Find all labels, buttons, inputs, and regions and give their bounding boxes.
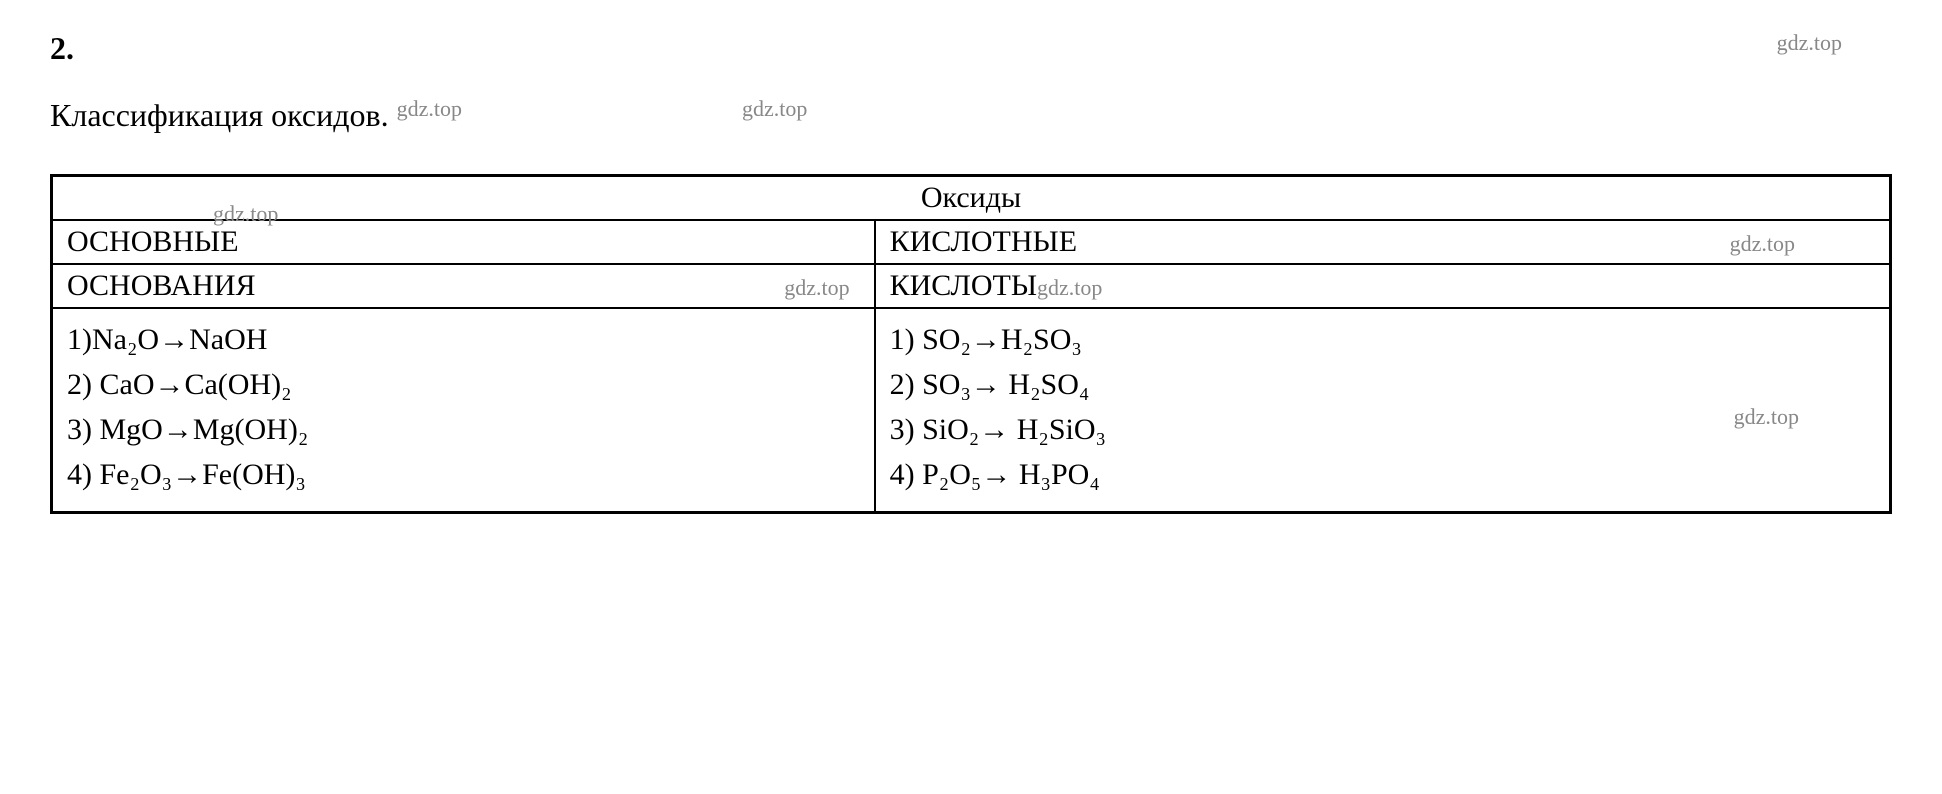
watermark-right-data: gdz.top	[1734, 400, 1799, 433]
subtitle-row: Классификация оксидов. gdz.top gdz.top	[50, 97, 1892, 134]
right-subheader-text: КИСЛОТЫ	[890, 269, 1037, 302]
watermark-right-subheader: gdz.top	[1037, 275, 1102, 300]
left-header-cell: gdz.top ОСНОВНЫЕ	[52, 220, 875, 264]
left-header-text: ОСНОВНЫЕ	[67, 225, 239, 258]
document-container: gdz.top 2. Классификация оксидов. gdz.to…	[50, 30, 1892, 514]
watermark-left-subheader: gdz.top	[784, 275, 849, 301]
watermark-mid-subtitle: gdz.top	[742, 96, 807, 122]
right-row-3: 3) SiO₂→ H₂SiO₃	[890, 407, 1875, 452]
subtitle-text: Классификация оксидов.	[50, 97, 389, 134]
table-title-cell: Оксиды	[52, 176, 1891, 221]
left-row-1: 1)Na₂O→NaOH	[67, 317, 860, 362]
left-row-2: 2) CaO→Ca(OH)₂	[67, 362, 860, 407]
right-header-text: КИСЛОТНЫЕ	[890, 225, 1077, 258]
oxides-table: Оксиды gdz.top ОСНОВНЫЕ КИСЛОТНЫЕ gdz.to…	[50, 174, 1892, 514]
watermark-over-basic: gdz.top	[213, 201, 278, 227]
watermark-top-right: gdz.top	[1777, 30, 1842, 56]
left-row-4: 4) Fe₂O₃→Fe(OH)₃	[67, 452, 860, 497]
right-data-cell: gdz.top 1) SO₂→H₂SO₃ 2) SO₃→ H₂SO₄ 3) Si…	[875, 308, 1891, 513]
right-row-2: 2) SO₃→ H₂SO₄	[890, 362, 1875, 407]
left-subheader-cell: ОСНОВАНИЯ gdz.top	[52, 264, 875, 308]
right-row-4: 4) P₂O₅→ H₃PO₄	[890, 452, 1875, 497]
question-number: 2.	[50, 30, 1892, 67]
right-subheader-cell: КИСЛОТЫgdz.top	[875, 264, 1891, 308]
left-subheader-text: ОСНОВАНИЯ	[67, 269, 256, 302]
right-header-cell: КИСЛОТНЫЕ gdz.top	[875, 220, 1891, 264]
watermark-after-subtitle: gdz.top	[397, 96, 462, 122]
watermark-right-header: gdz.top	[1730, 231, 1795, 257]
left-data-cell: 1)Na₂O→NaOH 2) CaO→Ca(OH)₂ 3) MgO→Mg(OH)…	[52, 308, 875, 513]
right-row-1: 1) SO₂→H₂SO₃	[890, 317, 1875, 362]
left-row-3: 3) MgO→Mg(OH)₂	[67, 407, 860, 452]
